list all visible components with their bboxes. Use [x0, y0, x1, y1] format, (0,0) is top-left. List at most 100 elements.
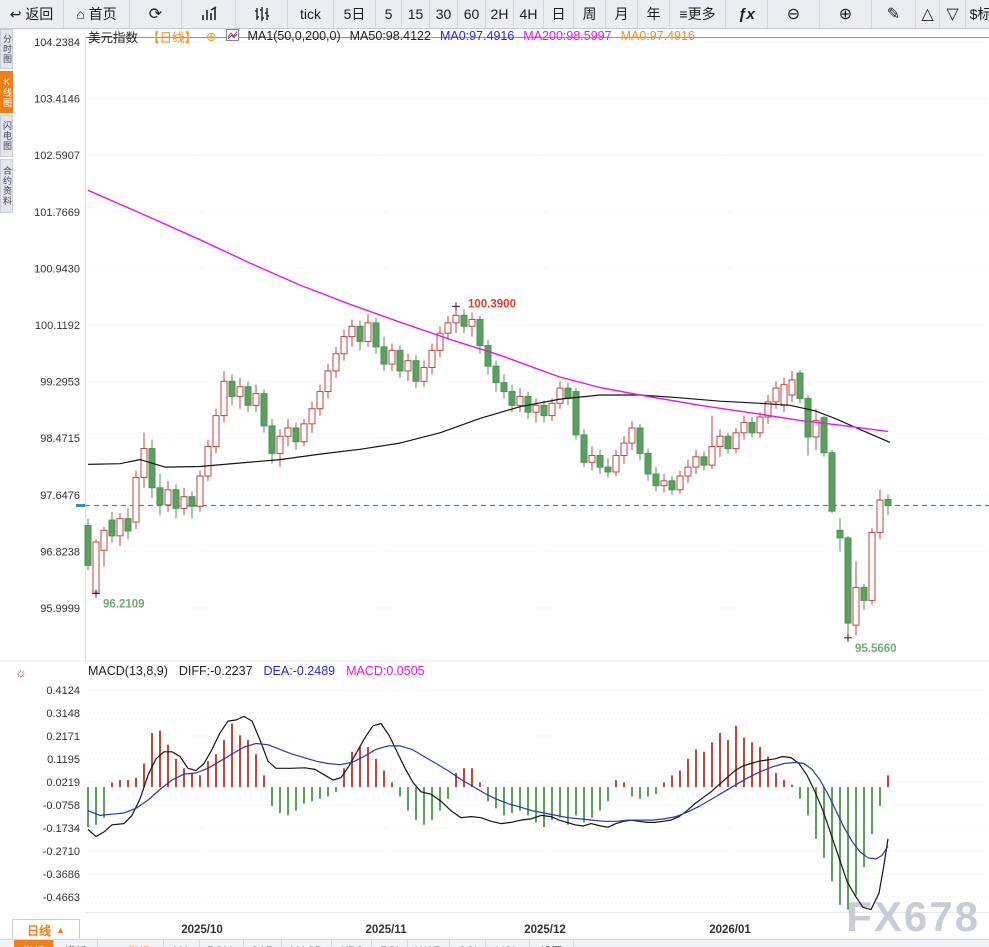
refresh-button[interactable]: ⟳ — [130, 0, 182, 28]
period-15m-button[interactable]: 15 — [402, 0, 430, 28]
period-day-button[interactable]: 日 — [544, 0, 574, 28]
candlestick-icon — [254, 7, 269, 21]
svg-text:0.4124: 0.4124 — [46, 685, 80, 697]
svg-text:95.9999: 95.9999 — [40, 603, 80, 615]
price-annotation-1: 96.2109 — [92, 589, 145, 611]
svg-text:100.1192: 100.1192 — [35, 320, 80, 332]
dea-value: DEA:-0.2489 — [263, 664, 336, 678]
back-button[interactable]: ↩ 返回 — [0, 0, 64, 28]
svg-text:104.2384: 104.2384 — [34, 37, 80, 49]
macd-dea-line — [87, 742, 889, 860]
tick-period-button[interactable]: tick — [288, 0, 334, 28]
svg-text:2025/12: 2025/12 — [524, 924, 566, 936]
svg-text:95.5660: 95.5660 — [855, 643, 897, 655]
macd-histogram — [87, 723, 889, 910]
svg-text:0.2171: 0.2171 — [46, 731, 80, 743]
ma-settings-icon[interactable] — [225, 28, 239, 44]
bottom-tab-8[interactable]: RSI — [372, 940, 408, 947]
bottom-tab-5[interactable]: SAR — [244, 940, 282, 947]
bottom-tab-6[interactable]: MACD — [282, 940, 332, 947]
dollar-tool-button[interactable]: $标 — [966, 0, 989, 28]
period-week-button[interactable]: 周 — [574, 0, 606, 28]
gridlines — [0, 37, 989, 913]
bottom-tab-10[interactable]: CCI — [450, 940, 486, 947]
x-axis: 2025/10 2025/11 2025/12 2026/01 — [181, 924, 751, 936]
period-30m-button[interactable]: 30 — [430, 0, 458, 28]
ma0-orange-value: MA0:97.4916 — [620, 29, 695, 43]
macd-value: MACD:0.0505 — [346, 664, 425, 678]
svg-text:96.2109: 96.2109 — [103, 599, 145, 611]
sidebar-tab-lightning-chart[interactable]: 闪电图 — [0, 115, 13, 157]
bottom-tab-2[interactable]: MA指标 — [98, 940, 164, 947]
svg-text:100.9430: 100.9430 — [34, 263, 80, 275]
indicator-fx-button[interactable]: ƒx — [726, 0, 768, 28]
svg-text:2025/10: 2025/10 — [181, 924, 223, 936]
zoom-in-button[interactable]: ⊕ — [820, 0, 872, 28]
period-60m-button[interactable]: 60 — [458, 0, 486, 28]
home-button[interactable]: ⌂ 首页 — [64, 0, 130, 28]
ma200-value: MA200:98.5997 — [523, 29, 612, 43]
ma200-line — [87, 189, 889, 433]
sidebar-tab-kline-chart[interactable]: K线图 — [0, 71, 13, 113]
period-selector[interactable]: 日线 ▲ — [12, 919, 80, 941]
bottom-tab-1[interactable]: 模板 — [54, 940, 98, 947]
ma50-line — [87, 394, 891, 468]
period-selector-label: 日线 — [27, 923, 52, 938]
expand-down-button[interactable]: ▽ — [940, 0, 966, 28]
y-axis: 104.2384 103.4146 102.5907 101.7669 100.9430… — [34, 37, 80, 904]
period-5m-button[interactable]: 5 — [376, 0, 402, 28]
bottom-tab-0[interactable]: 指标 — [14, 940, 54, 947]
bottom-tab-4[interactable]: BOLL — [200, 940, 244, 947]
sidebar-tab-contract-info[interactable]: 合约资料 — [0, 159, 13, 213]
svg-text:96.8238: 96.8238 — [40, 546, 80, 558]
svg-text:99.2953: 99.2953 — [40, 377, 80, 389]
ma50-value: MA50:98.4122 — [349, 29, 431, 43]
period-5d-button[interactable]: 5日 — [334, 0, 376, 28]
svg-text:102.5907: 102.5907 — [34, 150, 80, 162]
bar-chart-button[interactable] — [182, 0, 236, 28]
indicator-tab-bar: 指标模板MA指标MABOLLSARMACDKDJRSIW&RCCIVOL设置 — [0, 939, 989, 947]
ma0-blue-value: MA0:97.4916 — [439, 29, 515, 43]
period-2h-button[interactable]: 2H — [486, 0, 514, 28]
svg-text:-0.2710: -0.2710 — [43, 846, 80, 858]
bar-chart-icon — [201, 6, 216, 20]
add-favorite-icon[interactable]: ⊕ — [206, 29, 217, 44]
diff-value: DIFF:-0.2237 — [178, 664, 253, 678]
toolbar: ↩ 返回 ⌂ 首页 ⟳ tick 5日 5 15 30 60 2H 4H 日周月年 ≡更多 ƒx ⊖ ⊕ ✎ △ ▽… — [0, 0, 989, 29]
macd-header: MACD(13,8,9) DIFF:-0.2237 DEA:-0.2489 MA… — [88, 664, 436, 678]
period-tag: 【日线】 — [147, 30, 198, 45]
svg-text:-0.1734: -0.1734 — [43, 823, 80, 835]
symbol-name: 美元指数 — [88, 30, 139, 45]
svg-text:2026/01: 2026/01 — [709, 924, 751, 936]
svg-text:0.1195: 0.1195 — [47, 754, 80, 766]
sidebar-tab-time-chart[interactable]: 分时图 — [0, 29, 13, 69]
main-chart-header: 美元指数 【日线】 ⊕ MA1(50,0,200,0) MA50:98.4122… — [88, 28, 704, 45]
macd-settings-icon[interactable]: ☼ — [15, 665, 27, 680]
period-year-button[interactable]: 年 — [638, 0, 670, 28]
more-button[interactable]: ≡更多 — [670, 0, 726, 28]
period-4h-button[interactable]: 4H — [514, 0, 544, 28]
svg-text:101.7669: 101.7669 — [34, 207, 80, 219]
svg-text:-0.3686: -0.3686 — [43, 869, 80, 881]
bottom-tab-3[interactable]: MA — [164, 940, 200, 947]
svg-text:100.3900: 100.3900 — [468, 298, 516, 310]
candlestick-series — [84, 306, 892, 638]
bottom-tab-9[interactable]: W&R — [408, 940, 450, 947]
svg-text:0.3148: 0.3148 — [46, 708, 80, 720]
triangle-up-icon: ▲ — [56, 925, 65, 935]
bottom-tab-7[interactable]: KDJ — [332, 940, 372, 947]
svg-text:103.4146: 103.4146 — [34, 94, 80, 106]
svg-text:-0.4663: -0.4663 — [43, 892, 80, 904]
draw-button[interactable]: ✎ — [872, 0, 916, 28]
expand-up-button[interactable]: △ — [916, 0, 940, 28]
period-month-button[interactable]: 月 — [606, 0, 638, 28]
bottom-tab-11[interactable]: VOL — [486, 940, 530, 947]
candlestick-button[interactable] — [236, 0, 288, 28]
svg-text:98.4715: 98.4715 — [40, 433, 80, 445]
zoom-out-button[interactable]: ⊖ — [768, 0, 820, 28]
bottom-tab-12[interactable]: 设置 — [530, 940, 574, 947]
svg-text:0.0219: 0.0219 — [46, 777, 80, 789]
price-annotation-2: 95.5660 — [844, 633, 897, 655]
